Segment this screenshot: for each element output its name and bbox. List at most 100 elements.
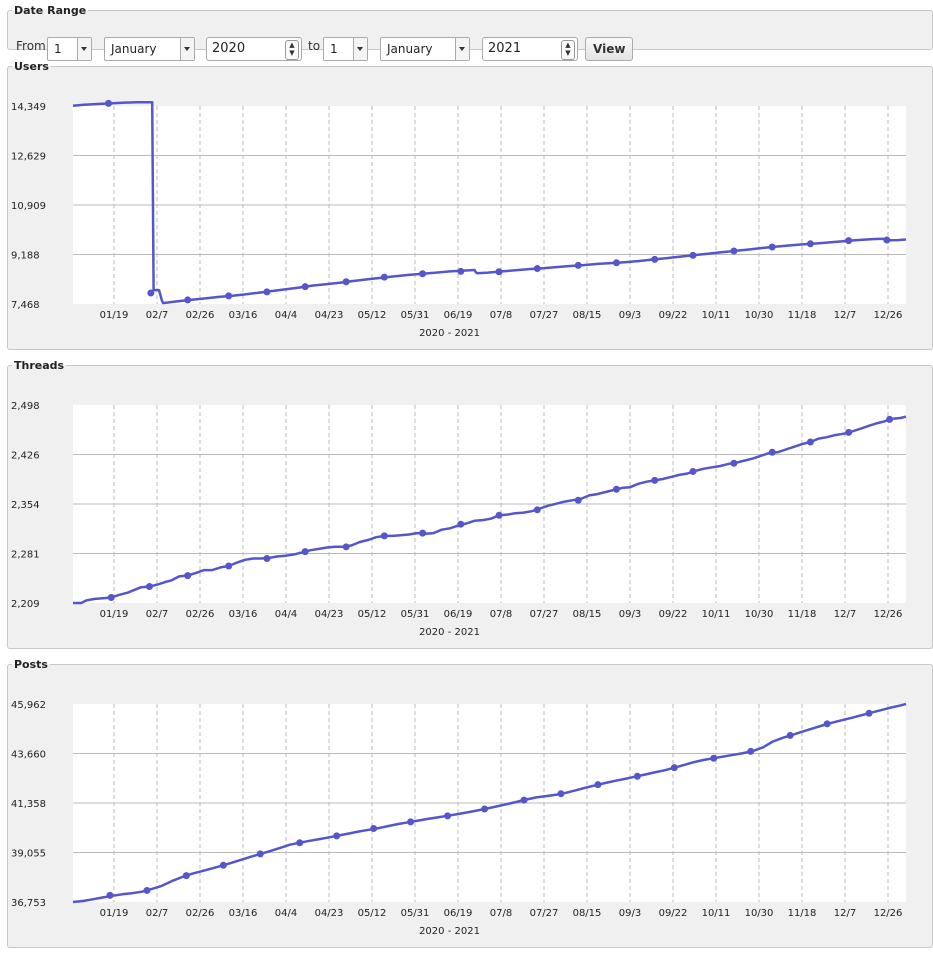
x-tick-label: 08/15: [573, 908, 602, 919]
data-point-marker[interactable]: [481, 805, 489, 813]
data-point-marker[interactable]: [219, 861, 227, 869]
from-day-value: 1: [54, 42, 62, 56]
data-point-marker[interactable]: [806, 240, 814, 248]
data-point-marker[interactable]: [301, 548, 309, 556]
to-year-input[interactable]: 2021 ▲ ▼: [482, 37, 578, 61]
data-point-marker[interactable]: [730, 459, 738, 467]
y-tick-label: 43,660: [11, 750, 46, 761]
data-point-marker[interactable]: [806, 438, 814, 446]
x-tick-label: 12/26: [874, 908, 903, 919]
data-point-marker[interactable]: [886, 415, 894, 423]
spinner-arrows-icon[interactable]: ▲ ▼: [285, 40, 299, 60]
data-point-marker[interactable]: [342, 543, 350, 551]
data-point-marker[interactable]: [184, 572, 192, 580]
data-point-marker[interactable]: [574, 496, 582, 504]
data-point-marker[interactable]: [689, 467, 697, 475]
x-tick-label: 02/7: [146, 310, 168, 321]
y-tick-label: 10,909: [11, 201, 46, 212]
data-point-marker[interactable]: [612, 485, 620, 493]
data-point-marker[interactable]: [407, 818, 415, 826]
data-point-marker[interactable]: [689, 251, 697, 259]
data-point-marker[interactable]: [495, 268, 503, 276]
threads-chart: 2,498 2,426 2,354 2,281 2,209 01/19 02/7 02/26 0…: [11, 401, 907, 638]
data-point-marker[interactable]: [107, 594, 115, 602]
data-point-marker[interactable]: [747, 747, 755, 755]
data-point-marker[interactable]: [419, 270, 427, 278]
data-point-marker[interactable]: [370, 825, 378, 833]
data-point-marker[interactable]: [768, 448, 776, 456]
data-point-marker[interactable]: [495, 511, 503, 519]
from-year-input[interactable]: 2020 ▲ ▼: [206, 37, 302, 61]
data-point-marker[interactable]: [333, 832, 341, 840]
data-point-marker[interactable]: [845, 428, 853, 436]
view-button[interactable]: View: [585, 37, 634, 61]
data-point-marker[interactable]: [823, 720, 831, 728]
data-point-marker[interactable]: [710, 754, 718, 762]
data-point-marker[interactable]: [670, 764, 678, 772]
data-point-marker[interactable]: [651, 476, 659, 484]
x-tick-label: 05/31: [401, 609, 430, 620]
x-tick-label: 10/11: [702, 609, 731, 620]
data-point-marker[interactable]: [225, 562, 233, 570]
data-point-marker[interactable]: [296, 839, 304, 847]
data-point-marker[interactable]: [865, 709, 873, 717]
x-tick-label: 04/23: [315, 908, 344, 919]
data-point-marker[interactable]: [184, 296, 192, 304]
x-tick-label: 06/19: [444, 908, 473, 919]
from-month-select[interactable]: January: [104, 37, 195, 61]
y-tick-label: 36,753: [11, 898, 46, 909]
data-point-marker[interactable]: [143, 886, 151, 894]
data-point-marker[interactable]: [147, 289, 155, 297]
y-tick-label: 41,358: [11, 799, 46, 810]
data-point-marker[interactable]: [225, 292, 233, 300]
x-tick-label: 05/12: [358, 310, 387, 321]
data-point-marker[interactable]: [633, 772, 641, 780]
chevron-down-icon: [180, 38, 194, 60]
data-point-marker[interactable]: [105, 99, 113, 107]
data-point-marker[interactable]: [419, 529, 427, 537]
data-point-marker[interactable]: [256, 850, 264, 858]
x-tick-label: 07/8: [490, 908, 512, 919]
from-day-select[interactable]: 1: [47, 37, 92, 61]
to-label: to: [308, 39, 321, 53]
data-point-marker[interactable]: [730, 247, 738, 255]
y-tick-label: 14,349: [11, 102, 46, 113]
data-point-marker[interactable]: [182, 872, 190, 880]
y-tick-label: 45,962: [11, 700, 46, 711]
data-point-marker[interactable]: [342, 278, 350, 286]
data-point-marker[interactable]: [845, 237, 853, 245]
spinner-arrows-icon[interactable]: ▲ ▼: [561, 40, 575, 60]
x-tick-label: 05/31: [401, 310, 430, 321]
users-chart-title: Users: [14, 60, 49, 73]
data-point-marker[interactable]: [457, 520, 465, 528]
data-point-marker[interactable]: [145, 583, 153, 591]
data-point-marker[interactable]: [301, 283, 309, 291]
to-day-select[interactable]: 1: [323, 37, 368, 61]
x-tick-label: 03/16: [229, 908, 258, 919]
data-point-marker[interactable]: [768, 243, 776, 251]
data-point-marker[interactable]: [651, 255, 659, 263]
data-point-marker[interactable]: [574, 261, 582, 269]
posts-chart-title: Posts: [14, 658, 48, 671]
x-tick-label: 04/23: [315, 310, 344, 321]
data-point-marker[interactable]: [380, 273, 388, 281]
data-point-marker[interactable]: [612, 259, 620, 267]
data-point-marker[interactable]: [786, 731, 794, 739]
data-point-marker[interactable]: [263, 288, 271, 296]
to-month-select[interactable]: January: [380, 37, 470, 61]
from-month-value: January: [111, 42, 157, 56]
data-point-marker[interactable]: [533, 265, 541, 273]
data-point-marker[interactable]: [883, 236, 891, 244]
data-point-marker[interactable]: [520, 796, 528, 804]
data-point-marker[interactable]: [533, 506, 541, 514]
data-point-marker[interactable]: [263, 554, 271, 562]
data-point-marker[interactable]: [106, 891, 114, 899]
to-year-value: 2021: [488, 41, 522, 56]
data-point-marker[interactable]: [380, 532, 388, 540]
data-point-marker[interactable]: [457, 267, 465, 275]
data-point-marker[interactable]: [594, 781, 602, 789]
data-point-marker[interactable]: [557, 790, 565, 798]
data-point-marker[interactable]: [444, 812, 452, 820]
to-month-value: January: [387, 42, 433, 56]
x-axis-title: 2020 - 2021: [419, 926, 480, 937]
